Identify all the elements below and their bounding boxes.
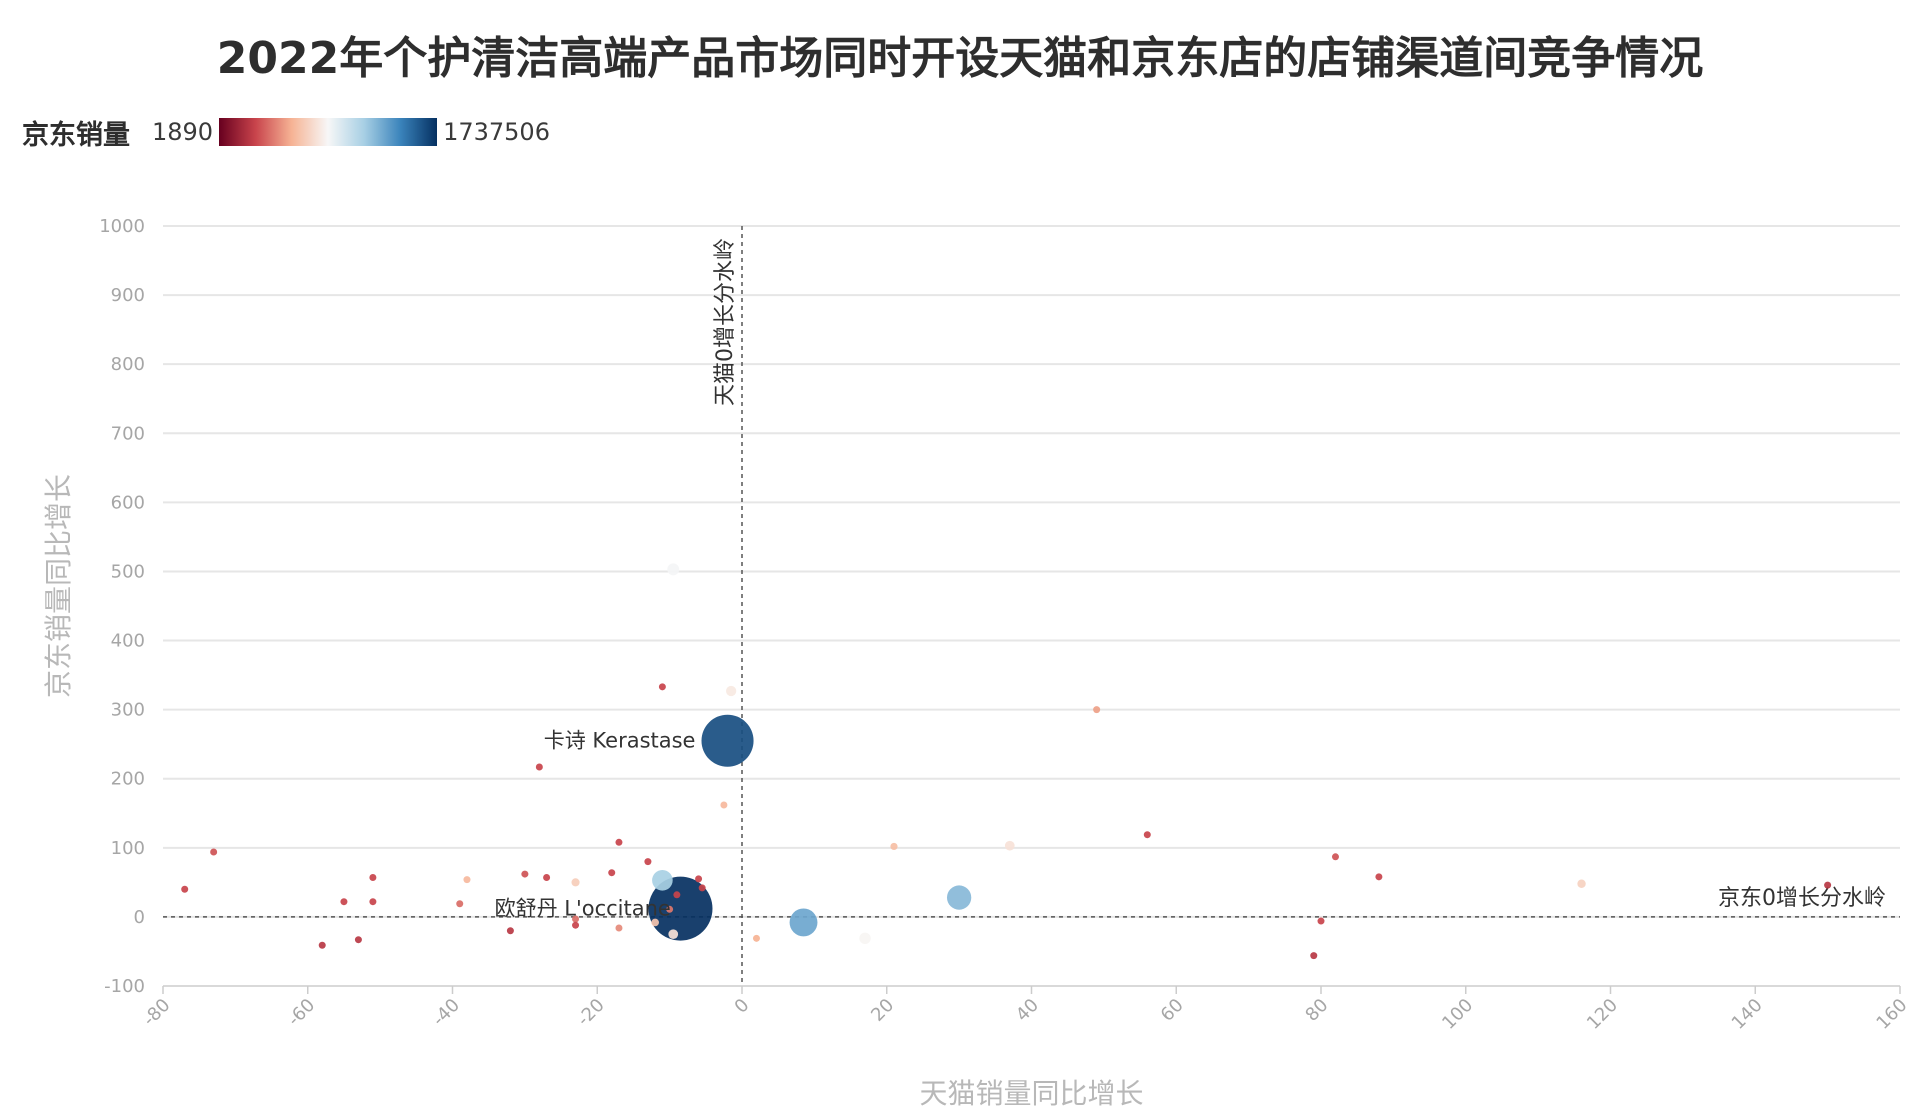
- data-point: [701, 714, 754, 767]
- color-legend: 京东销量 1890 1737506: [22, 116, 550, 151]
- data-point: [859, 932, 871, 945]
- data-point: [369, 898, 377, 906]
- tmall-zero-growth-label: 天猫0增长分水岭: [713, 238, 738, 406]
- x-tick-label: -40: [428, 995, 464, 1031]
- data-point: [946, 885, 972, 910]
- x-tick-label: 80: [1301, 995, 1332, 1026]
- data-point: [210, 848, 218, 856]
- data-point: [720, 801, 728, 809]
- y-tick-label: 200: [111, 769, 145, 790]
- x-axis-title: 天猫销量同比增长: [919, 1077, 1143, 1110]
- y-tick-label: -100: [104, 976, 145, 997]
- data-point: [615, 838, 623, 846]
- data-point: [506, 927, 514, 935]
- x-tick-label: 20: [867, 995, 898, 1026]
- data-point: [695, 875, 703, 883]
- y-tick-label: 800: [111, 354, 145, 375]
- chart-title: 2022年个护清洁高端产品市场同时开设天猫和京东店的店铺渠道间竞争情况: [216, 33, 1704, 84]
- data-point: [1004, 840, 1015, 851]
- jd-zero-growth-label: 京东0增长分水岭: [1718, 886, 1886, 911]
- x-tick-label: 140: [1728, 995, 1767, 1034]
- y-tick-label: 400: [111, 631, 145, 652]
- data-point: [571, 878, 580, 887]
- data-point: [890, 842, 898, 851]
- data-point: [752, 934, 760, 942]
- loccitane-label: 欧舒丹 L'occitane: [495, 897, 671, 921]
- data-point: [543, 874, 551, 882]
- data-point: [340, 898, 348, 906]
- x-tick-label: 160: [1872, 995, 1911, 1034]
- data-point: [463, 876, 471, 884]
- data-point: [535, 763, 543, 771]
- data-point: [318, 941, 326, 949]
- data-point: [1317, 917, 1325, 925]
- data-point: [789, 908, 818, 937]
- x-tick-label: 0: [731, 995, 754, 1018]
- data-point: [1143, 831, 1151, 839]
- data-point: [725, 685, 737, 697]
- y-tick-label: 0: [134, 907, 145, 928]
- data-point: [698, 884, 706, 892]
- x-tick-label: 40: [1012, 995, 1043, 1026]
- data-point: [1310, 952, 1318, 960]
- data-point: [667, 563, 680, 576]
- y-tick-label: 900: [111, 285, 145, 306]
- y-tick-label: 300: [111, 700, 145, 721]
- data-point: [668, 929, 679, 940]
- y-tick-label: 500: [111, 561, 145, 582]
- x-tick-label: 60: [1157, 995, 1188, 1026]
- data-point: [644, 858, 652, 866]
- data-point: [608, 869, 616, 877]
- data-point: [1375, 873, 1383, 881]
- data-point: [181, 885, 189, 893]
- data-point: [369, 874, 377, 882]
- kerastase-label: 卡诗 Kerastase: [544, 729, 696, 753]
- data-point: [521, 870, 529, 878]
- data-point: [572, 915, 580, 923]
- data-point: [658, 683, 666, 691]
- data-point: [666, 905, 674, 913]
- y-axis-title: 京东销量同比增长: [42, 474, 75, 698]
- data-point: [1331, 853, 1339, 861]
- x-tick-label: 100: [1438, 995, 1477, 1034]
- data-point: [648, 876, 713, 941]
- data-point: [1824, 881, 1832, 889]
- data-point: [354, 936, 362, 944]
- y-tick-label: 700: [111, 423, 145, 444]
- y-tick-label: 600: [111, 492, 145, 513]
- y-tick-label: 1000: [99, 216, 145, 237]
- data-point: [652, 869, 673, 891]
- data-point: [456, 900, 464, 908]
- data-point: [572, 921, 580, 929]
- x-tick-label: 120: [1583, 995, 1622, 1034]
- data-point: [651, 918, 659, 927]
- x-tick-label: -20: [573, 995, 609, 1031]
- y-tick-label: 100: [111, 838, 145, 859]
- data-point: [673, 891, 681, 899]
- x-tick-label: -60: [284, 995, 320, 1031]
- legend-color-bar: [219, 118, 438, 146]
- legend-min-label: 1890: [152, 118, 214, 146]
- data-point: [615, 924, 623, 932]
- x-tick-label: -80: [139, 995, 175, 1031]
- legend-max-label: 1737506: [443, 118, 550, 146]
- legend-title: 京东销量: [22, 119, 130, 151]
- data-point: [1577, 879, 1586, 888]
- data-point: [1093, 706, 1101, 714]
